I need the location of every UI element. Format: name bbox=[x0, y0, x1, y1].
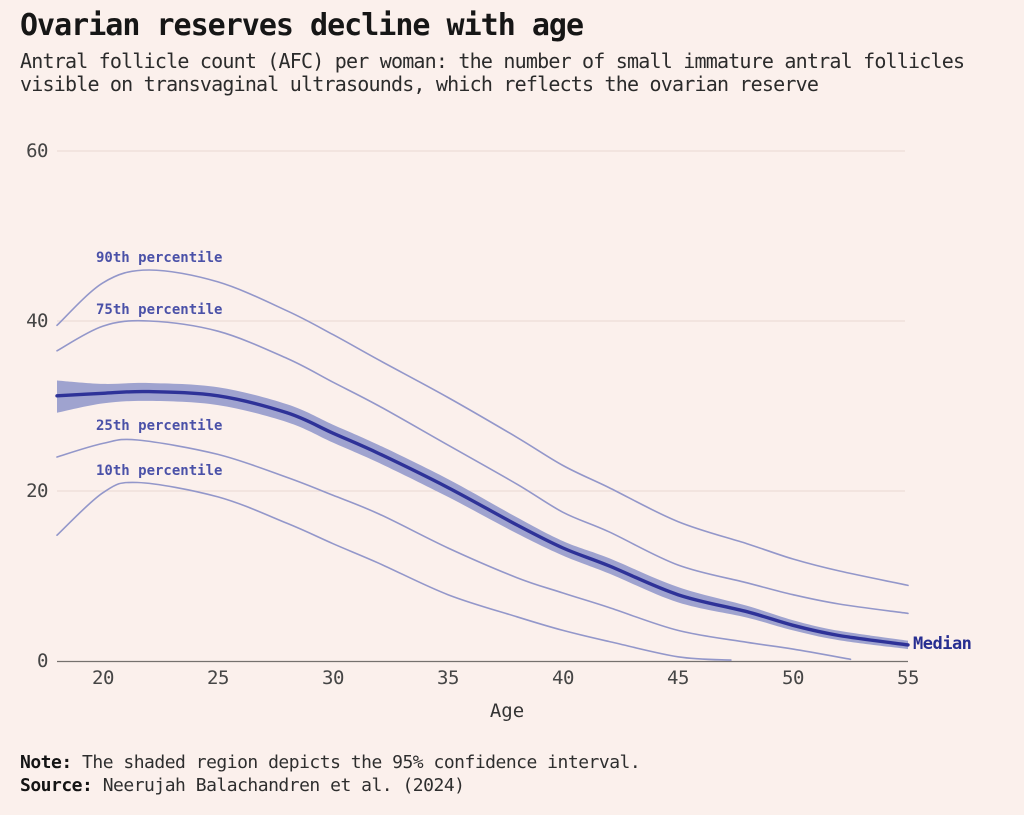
series-label-75th-percentile: 75th percentile bbox=[96, 302, 223, 318]
x-tick-label: 20 bbox=[92, 667, 114, 689]
x-tick-label: 50 bbox=[782, 667, 804, 689]
chart-subtitle-line1: Antral follicle count (AFC) per woman: t… bbox=[20, 49, 965, 73]
source-label: Source: bbox=[20, 775, 93, 796]
x-tick-label: 45 bbox=[667, 667, 689, 689]
page-title: Ovarian reserves decline with age bbox=[20, 8, 584, 43]
series-label-25th-percentile: 25th percentile bbox=[96, 418, 223, 434]
chart-note: Note: The shaded region depicts the 95% … bbox=[20, 752, 641, 773]
x-tick-label: 55 bbox=[897, 667, 919, 689]
chart-source: Source: Neerujah Balachandren et al. (20… bbox=[20, 775, 465, 796]
confidence-band bbox=[57, 380, 908, 650]
note-label: Note: bbox=[20, 752, 72, 773]
series-label-10th-percentile: 10th percentile bbox=[96, 463, 223, 479]
source-text: Neerujah Balachandren et al. (2024) bbox=[92, 775, 465, 796]
x-tick-label: 25 bbox=[207, 667, 229, 689]
x-tick-label: 30 bbox=[322, 667, 344, 689]
curve-median bbox=[55, 389, 910, 647]
x-tick-label: 40 bbox=[552, 667, 574, 689]
curve-p10 bbox=[56, 481, 732, 661]
x-axis-title: Age bbox=[489, 700, 525, 722]
y-tick-label: 60 bbox=[26, 140, 48, 162]
chart-subtitle: Antral follicle count (AFC) per woman: t… bbox=[20, 49, 965, 96]
series-label-median: Median bbox=[913, 634, 972, 654]
y-tick-label: 20 bbox=[26, 480, 48, 502]
note-text: The shaded region depicts the 95% confid… bbox=[71, 752, 641, 773]
curve-p75 bbox=[56, 319, 909, 615]
y-tick-label: 40 bbox=[26, 310, 48, 332]
curve-p25 bbox=[56, 438, 852, 661]
x-tick-label: 35 bbox=[437, 667, 459, 689]
chart-subtitle-line2: visible on transvaginal ultrasounds, whi… bbox=[20, 72, 819, 96]
series-label-90th-percentile: 90th percentile bbox=[96, 250, 223, 266]
curve-p90 bbox=[56, 269, 909, 587]
y-tick-label: 0 bbox=[37, 650, 48, 672]
